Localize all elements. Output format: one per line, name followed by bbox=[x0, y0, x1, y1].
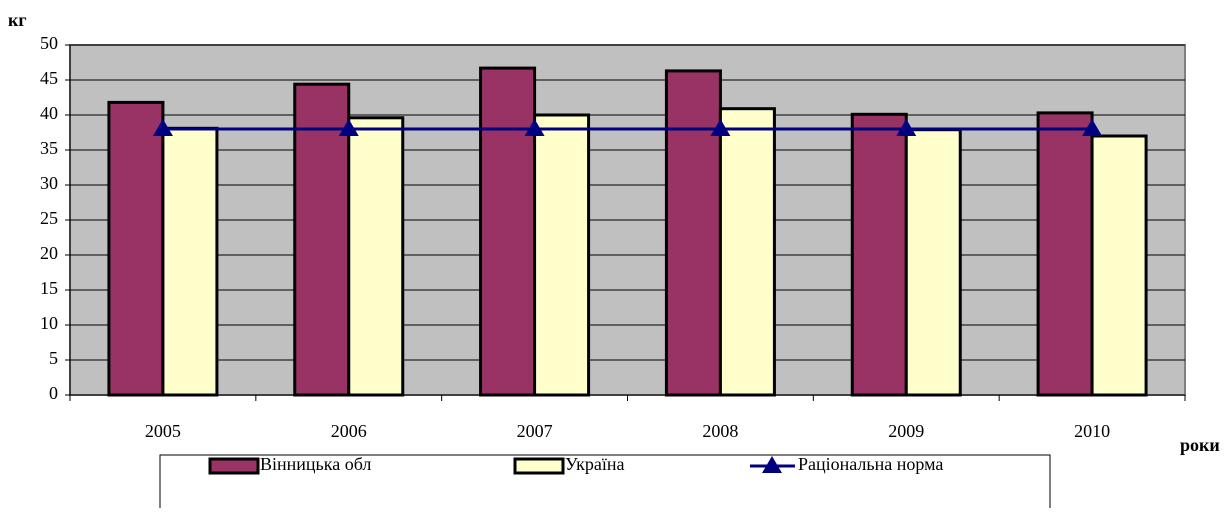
bar bbox=[850, 112, 908, 397]
legend-swatch bbox=[208, 457, 260, 475]
legend-label: Вінницька обл bbox=[260, 454, 371, 474]
marker bbox=[896, 119, 917, 136]
legend bbox=[159, 454, 1051, 513]
x-tick-label: 2007 bbox=[517, 421, 553, 441]
marker bbox=[1082, 119, 1103, 136]
x-tick-label: 2006 bbox=[331, 421, 367, 441]
bar bbox=[533, 113, 591, 397]
x-tick-label: 2010 bbox=[1074, 421, 1110, 441]
legend-label: Україна bbox=[565, 454, 625, 474]
bar bbox=[718, 107, 776, 397]
x-tick-label: 2005 bbox=[145, 421, 181, 441]
bar bbox=[904, 128, 962, 397]
x-axis-label: роки bbox=[1180, 435, 1220, 455]
y-tick-label: 5 bbox=[49, 348, 58, 368]
bar bbox=[479, 66, 537, 397]
legend-swatch bbox=[513, 457, 565, 475]
marker bbox=[524, 119, 545, 136]
y-tick-label: 20 bbox=[40, 243, 58, 263]
y-axis-label: кг bbox=[8, 10, 27, 30]
y-tick-label: 25 bbox=[40, 208, 58, 228]
y-tick-label: 30 bbox=[40, 173, 58, 193]
y-tick-label: 45 bbox=[40, 68, 58, 88]
y-tick-label: 10 bbox=[40, 313, 58, 333]
y-tick-label: 15 bbox=[40, 278, 58, 298]
y-tick-label: 40 bbox=[40, 103, 58, 123]
x-tick-label: 2008 bbox=[702, 421, 738, 441]
bar bbox=[1036, 111, 1094, 397]
y-tick-label: 50 bbox=[40, 33, 58, 53]
marker bbox=[152, 119, 173, 136]
bar bbox=[161, 126, 219, 397]
bar bbox=[293, 82, 351, 397]
bar bbox=[664, 69, 722, 397]
legend-marker bbox=[762, 456, 782, 473]
bar bbox=[1090, 134, 1148, 397]
legend-label: Раціональна норма bbox=[798, 454, 943, 474]
x-tick-label: 2009 bbox=[888, 421, 924, 441]
marker bbox=[338, 119, 359, 136]
bar bbox=[347, 116, 405, 397]
y-tick-label: 35 bbox=[40, 138, 58, 158]
bar bbox=[107, 100, 165, 397]
marker bbox=[710, 119, 731, 136]
y-tick-label: 0 bbox=[49, 383, 58, 403]
